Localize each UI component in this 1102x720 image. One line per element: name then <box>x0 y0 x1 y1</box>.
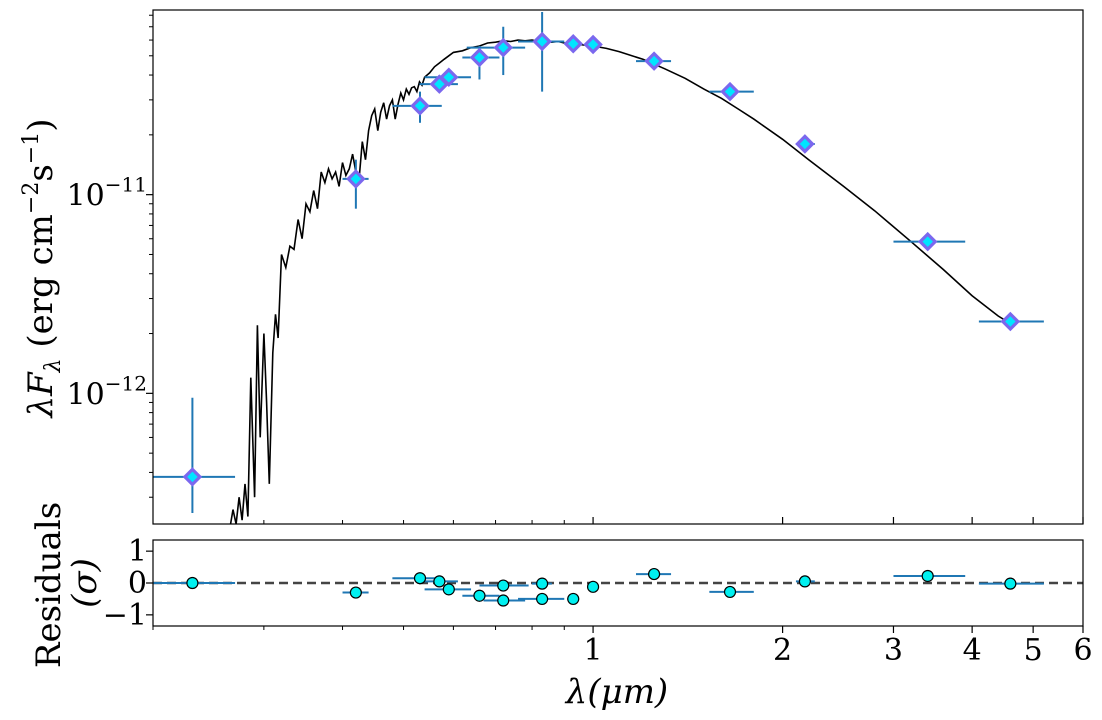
x-tick-label-3: 3 <box>884 633 903 668</box>
residual-point-7 <box>497 579 510 592</box>
x-tick-label-6: 6 <box>1073 633 1092 668</box>
residual-y-tick-label-1: 0 <box>128 566 147 601</box>
phot-point-1 <box>346 169 366 189</box>
residual-markers <box>186 567 1017 607</box>
residual-point-10 <box>567 592 580 606</box>
x-tick-label-1: 1 <box>584 633 603 668</box>
residual-point-9 <box>536 577 549 590</box>
top-minor-ticks <box>149 14 565 524</box>
phot-point-7 <box>532 31 552 52</box>
phot-point-14 <box>1000 311 1021 332</box>
phot-point-9 <box>583 34 603 55</box>
residual-point-8 <box>536 592 549 606</box>
photometry-markers <box>182 31 1021 487</box>
bottom-ticks <box>146 550 1084 633</box>
phot-point-10 <box>644 51 664 71</box>
phot-point-12 <box>795 134 815 154</box>
residual-point-13 <box>723 585 737 599</box>
x-tick-label-5: 5 <box>1024 633 1043 668</box>
residual-point-12 <box>647 567 661 581</box>
y-tick-label-1e-11: 10−11 <box>67 173 147 214</box>
phot-point-5 <box>469 47 490 68</box>
bottom-panel-frame <box>152 539 1084 627</box>
phot-point-4 <box>439 67 459 87</box>
sed-panel: 10−11 10−12 λFλ (erg cm−2s−1) <box>19 9 1084 525</box>
residual-point-16 <box>1004 577 1017 590</box>
residual-point-11 <box>586 580 600 593</box>
residuals-y-title: Residuals <box>29 502 69 668</box>
residual-y-tick-label-0: 1 <box>128 534 147 569</box>
x-tick-label-4: 4 <box>963 633 982 668</box>
phot-point-0 <box>182 467 203 487</box>
residual-point-0 <box>186 576 199 590</box>
phot-point-6 <box>493 37 514 58</box>
y-tick-label-1e-12: 10−12 <box>67 371 147 412</box>
residual-point-2 <box>413 572 427 585</box>
residual-point-3 <box>433 575 446 588</box>
residual-point-5 <box>473 589 486 602</box>
model-sed-line <box>229 39 1011 524</box>
residual-point-15 <box>921 569 934 583</box>
phot-point-13 <box>917 231 938 252</box>
phot-point-2 <box>410 96 430 116</box>
y-axis-title: λFλ (erg cm−2s−1) <box>19 119 66 420</box>
top-panel-frame <box>152 9 1084 525</box>
x-axis-title: λ(μm) <box>564 672 668 712</box>
top-major-ticks <box>146 194 1084 524</box>
residual-point-1 <box>349 586 362 599</box>
phot-point-8 <box>563 33 583 54</box>
photometry-errorbars <box>153 12 1044 513</box>
residual-point-14 <box>798 575 812 588</box>
residual-y-tick-label-2: −1 <box>103 598 147 633</box>
phot-point-11 <box>720 81 740 102</box>
x-tick-label-2: 2 <box>773 633 792 668</box>
residual-point-4 <box>442 583 455 596</box>
residual-point-6 <box>497 594 510 607</box>
residuals-y-title-units: (σ) <box>65 558 105 608</box>
